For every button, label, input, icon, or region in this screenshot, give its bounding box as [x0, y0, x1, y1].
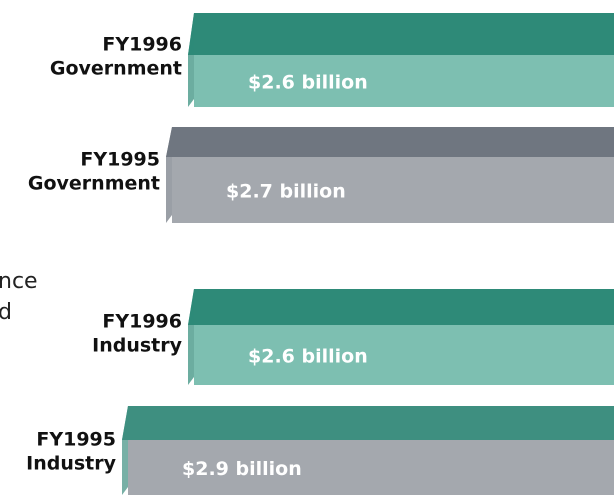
category-label: FY1996: [102, 311, 182, 333]
bar-top: [166, 127, 614, 157]
value-label: $2.9 billion: [182, 458, 302, 480]
bar-side: [188, 289, 194, 385]
value-label: $2.6 billion: [248, 346, 368, 368]
bar-side: [122, 406, 128, 495]
bar-top: [188, 13, 614, 55]
annotation: d: [0, 300, 12, 325]
bar: [128, 440, 614, 495]
category-label: Government: [50, 58, 182, 80]
bar-top: [188, 289, 614, 325]
annotation: nce: [0, 269, 38, 294]
category-label: FY1995: [36, 429, 116, 451]
category-label: FY1996: [102, 34, 182, 56]
value-label: $2.6 billion: [248, 72, 368, 94]
category-label: Industry: [26, 453, 116, 475]
category-label: FY1995: [80, 149, 160, 171]
bar-side: [166, 127, 172, 223]
bar-side: [188, 13, 194, 107]
bar-top: [122, 406, 614, 440]
bar: [194, 55, 614, 107]
value-label: $2.7 billion: [226, 181, 346, 203]
bar: [194, 325, 614, 385]
category-label: Government: [28, 173, 160, 195]
bar: [172, 157, 614, 223]
category-label: Industry: [92, 335, 182, 357]
